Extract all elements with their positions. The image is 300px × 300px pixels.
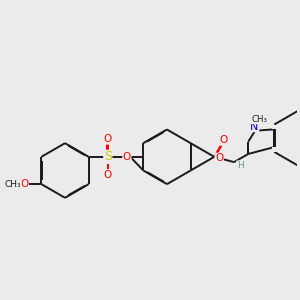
Text: H: H [237,161,244,170]
Text: CH₃: CH₃ [251,115,267,124]
Text: O: O [104,134,112,144]
Text: O: O [220,135,228,145]
Text: N: N [250,122,259,132]
Text: O: O [123,152,131,162]
Text: CH₃: CH₃ [4,180,21,189]
Text: O: O [215,153,223,163]
Text: O: O [104,169,112,180]
Text: O: O [20,179,28,189]
Text: S: S [104,150,112,163]
